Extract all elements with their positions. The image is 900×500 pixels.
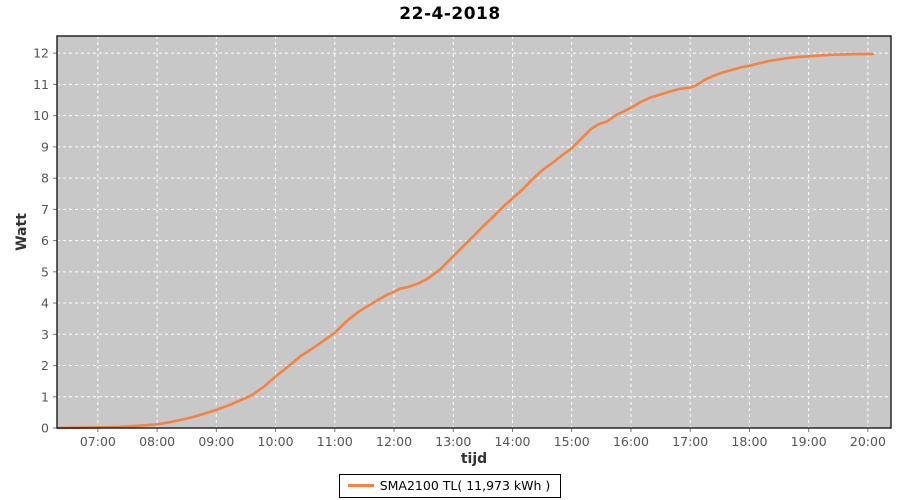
plot-border [56,35,892,429]
x-tick-label: 09:00 [198,434,234,449]
y-axis-title: Watt [14,213,30,251]
legend: SMA2100 TL( 11,973 kWh ) [0,474,900,498]
x-tick-label: 18:00 [731,434,767,449]
y-tick-label: 12 [33,46,49,61]
x-tick-label: 19:00 [791,434,827,449]
y-tick-label: 3 [41,327,49,342]
x-axis-title: tijd [460,451,488,467]
y-tick-label: 8 [41,171,49,186]
y-tick-label: 0 [41,421,49,436]
x-tick-label: 15:00 [554,434,590,449]
legend-box: SMA2100 TL( 11,973 kWh ) [338,474,562,498]
y-tick-label: 1 [41,389,49,404]
y-tick-label: 5 [41,264,49,279]
x-tick-label: 14:00 [494,434,530,449]
legend-series-label: SMA2100 TL( 11,973 kWh ) [379,478,551,493]
legend-line-swatch [347,484,374,487]
plot-background [57,36,891,428]
x-tick-label: 08:00 [139,434,175,449]
x-tick-label: 11:00 [317,434,353,449]
x-tick-label: 10:00 [258,434,294,449]
x-tick-label: 17:00 [672,434,708,449]
x-tick-label: 20:00 [850,434,886,449]
x-tick-label: 07:00 [80,434,116,449]
y-tick-label: 4 [41,296,49,311]
y-tick-label: 6 [41,233,49,248]
chart-title: 22-4-2018 [399,4,501,24]
x-tick-label: 16:00 [613,434,649,449]
x-tick-label: 12:00 [376,434,412,449]
x-tick-label: 13:00 [435,434,471,449]
y-tick-label: 9 [41,139,49,154]
y-tick-label: 7 [41,202,49,217]
y-tick-label: 10 [33,108,49,123]
series-line [56,52,874,430]
y-tick-label: 2 [41,358,49,373]
y-tick-label: 11 [33,77,49,92]
